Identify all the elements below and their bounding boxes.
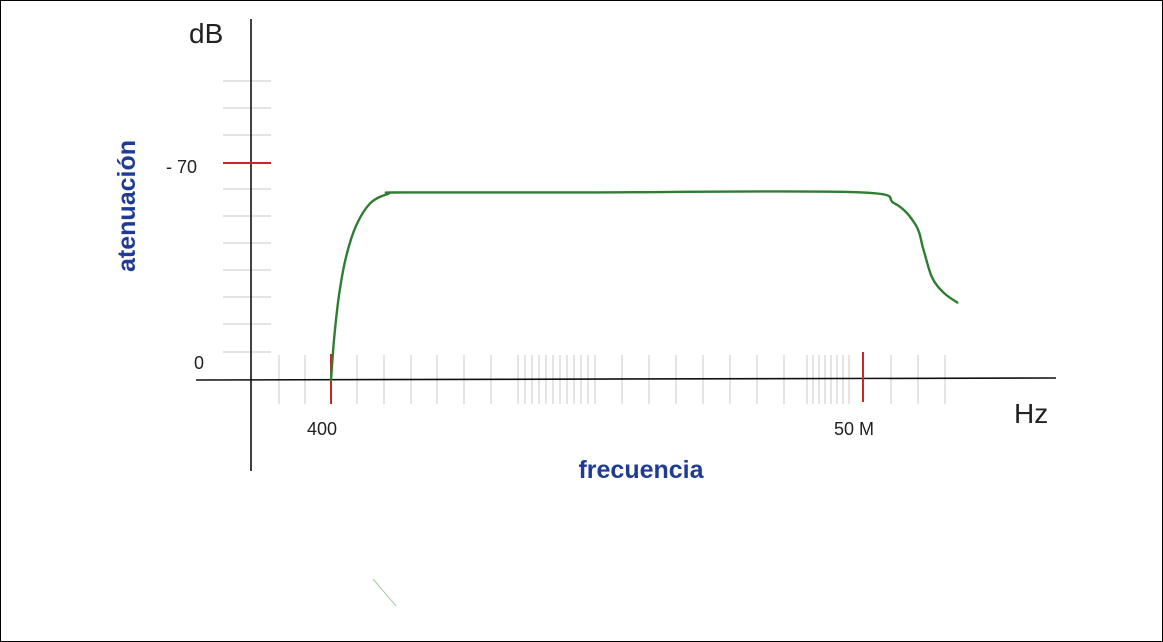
- y-tick-label-0: 0: [194, 353, 204, 373]
- y-axis-title: atenuación: [113, 140, 141, 272]
- y-tick-label-minus-70: - 70: [166, 157, 197, 177]
- y-minor-ticks: [223, 80, 271, 353]
- x-axis: [195, 377, 1057, 381]
- attenuation-curve: [329, 190, 959, 382]
- x-unit-label: Hz: [1014, 398, 1048, 429]
- scan-artifact-stroke: [372, 578, 397, 607]
- x-tick-label-50m: 50 M: [834, 419, 874, 439]
- x-axis-title: frecuencia: [578, 456, 704, 484]
- y-unit-label: dB: [189, 18, 223, 49]
- x-tick-label-400: 400: [307, 419, 337, 439]
